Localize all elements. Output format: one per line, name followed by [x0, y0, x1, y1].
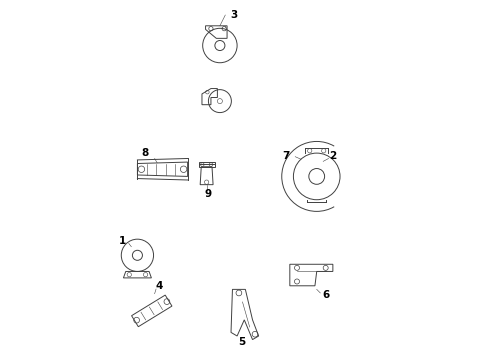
Text: 5: 5 — [238, 337, 245, 347]
Text: 6: 6 — [322, 291, 329, 301]
Text: 4: 4 — [156, 281, 163, 291]
Text: 1: 1 — [119, 236, 126, 246]
Text: 3: 3 — [230, 10, 237, 20]
Text: 2: 2 — [329, 150, 337, 161]
Text: 7: 7 — [282, 150, 289, 161]
Text: 8: 8 — [142, 148, 149, 158]
Text: 9: 9 — [205, 189, 212, 199]
